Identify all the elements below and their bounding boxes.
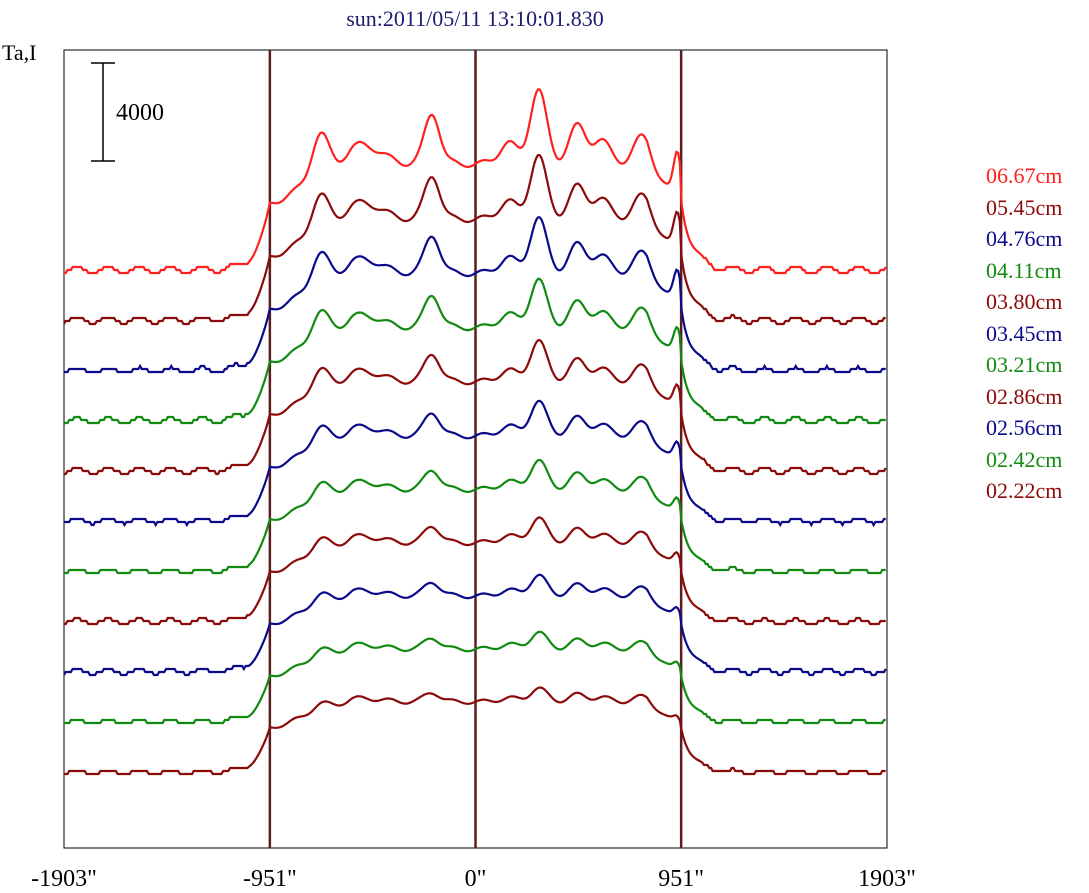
legend-item-02.42cm: 02.42cm: [986, 446, 1063, 472]
legend-item-03.21cm: 03.21cm: [986, 352, 1063, 377]
legend-item-02.86cm: 02.86cm: [986, 383, 1063, 409]
series-line-04.11cm: [64, 277, 886, 425]
chart-title: sun:2011/05/11 13:10:01.830: [346, 6, 604, 31]
series-line-02.22cm: [64, 686, 886, 776]
x-tick-label-3: 951": [658, 866, 704, 892]
x-tick-label-2: 0": [465, 866, 487, 892]
series-line-02.86cm: [64, 516, 886, 626]
x-tick-label-1: -951": [243, 866, 297, 892]
legend-item-06.67cm: 06.67cm: [986, 163, 1063, 188]
scale-bar-label: 4000: [116, 100, 164, 126]
legend-item-02.56cm: 02.56cm: [986, 415, 1063, 440]
series-line-05.45cm: [63, 153, 886, 326]
series-line-06.67cm: [64, 88, 887, 275]
series-line-03.21cm: [64, 458, 886, 575]
legend-item-04.11cm: 04.11cm: [986, 257, 1062, 283]
series-line-02.56cm: [63, 573, 887, 677]
x-tick-label-0: -1903": [31, 866, 97, 892]
legend-item-04.76cm: 04.76cm: [986, 226, 1063, 251]
x-tick-label-4: 1903": [858, 866, 916, 892]
legend-item-02.22cm: 02.22cm: [986, 478, 1063, 503]
legend-item-03.45cm: 03.45cm: [986, 320, 1063, 346]
y-axis-label: Ta,I: [2, 40, 37, 65]
legend: 06.67cm 05.45cm 04.76cm 04.11cm 03.80cm 03.45…: [986, 160, 1062, 507]
series-line-03.80cm: [64, 338, 887, 476]
series-line-02.42cm: [64, 630, 886, 725]
series-line-04.76cm: [64, 216, 886, 374]
legend-item-05.45cm: 05.45cm: [986, 194, 1063, 220]
legend-item-03.80cm: 03.80cm: [986, 289, 1063, 314]
series-line-03.45cm: [64, 399, 886, 528]
